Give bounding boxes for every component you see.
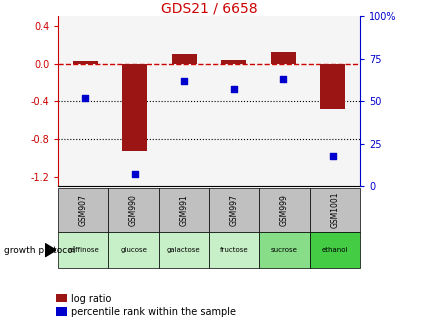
- Text: percentile rank within the sample: percentile rank within the sample: [71, 307, 236, 317]
- Point: [230, 87, 236, 92]
- Text: growth protocol: growth protocol: [4, 246, 76, 255]
- Point: [131, 172, 138, 177]
- Bar: [73, 61, 98, 63]
- Bar: [270, 52, 295, 63]
- Text: glucose: glucose: [120, 247, 147, 253]
- Text: GSM907: GSM907: [79, 194, 88, 226]
- Point: [181, 78, 187, 84]
- Text: galactose: galactose: [167, 247, 200, 253]
- Text: GSM999: GSM999: [280, 194, 288, 226]
- Bar: [172, 54, 196, 63]
- Bar: [319, 63, 344, 109]
- Text: sucrose: sucrose: [270, 247, 297, 253]
- Bar: [221, 60, 246, 63]
- Polygon shape: [45, 244, 56, 257]
- Text: GSM990: GSM990: [129, 194, 138, 226]
- Text: log ratio: log ratio: [71, 294, 111, 303]
- Text: fructose: fructose: [219, 247, 248, 253]
- Point: [279, 77, 286, 82]
- Text: GSM1001: GSM1001: [329, 192, 338, 228]
- Bar: [122, 63, 147, 151]
- Text: GSM997: GSM997: [229, 194, 238, 226]
- Text: raffinose: raffinose: [68, 247, 98, 253]
- Text: ethanol: ethanol: [321, 247, 347, 253]
- Point: [82, 95, 89, 101]
- Text: GSM991: GSM991: [179, 194, 188, 226]
- Point: [329, 153, 335, 158]
- Title: GDS21 / 6658: GDS21 / 6658: [160, 1, 257, 15]
